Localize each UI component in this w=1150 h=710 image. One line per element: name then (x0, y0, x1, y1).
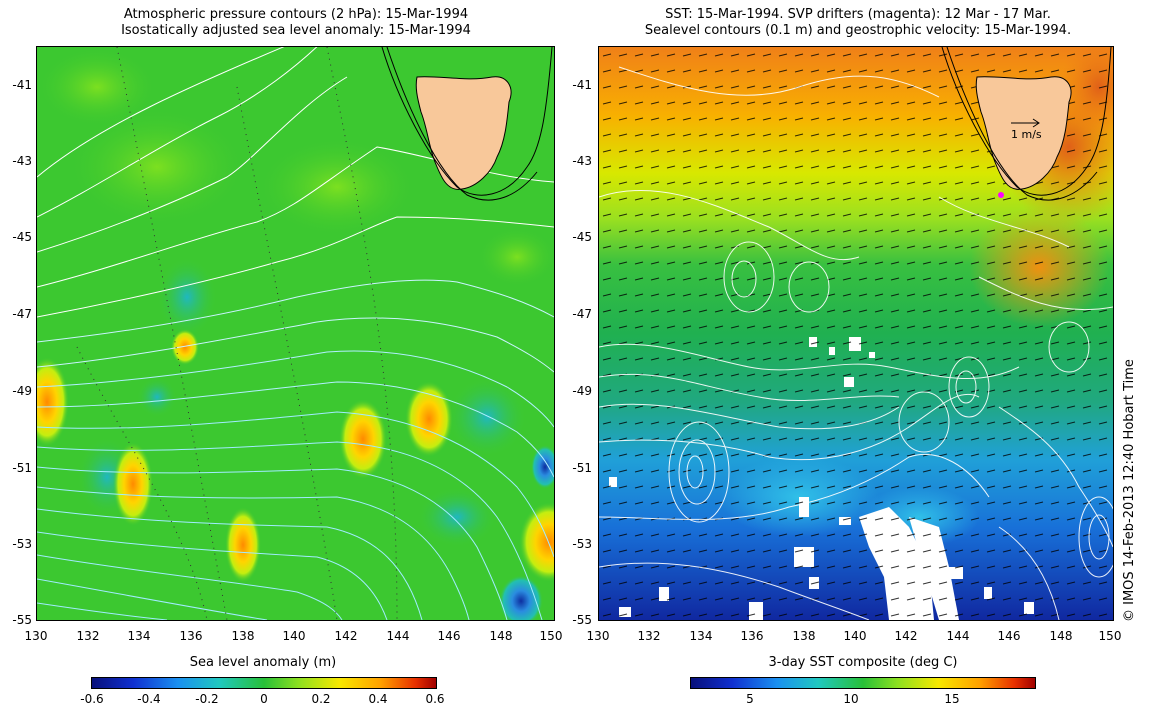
pressure-contours (37, 47, 554, 620)
lat-label: -51 (572, 461, 592, 475)
lon-label: 138 (792, 629, 816, 643)
colorbar-tick: 0 (260, 692, 268, 706)
colorbar-tick: 10 (843, 692, 859, 706)
lon-label: 130 (24, 629, 48, 643)
scale-arrow (1011, 118, 1040, 128)
lon-label: 150 (539, 629, 563, 643)
lat-label: -49 (12, 384, 32, 398)
lat-label: -53 (12, 537, 32, 551)
tasmania-landmass (975, 76, 1072, 190)
lat-label: -43 (12, 154, 32, 168)
colorbar-tick: -0.6 (80, 692, 104, 706)
coastline-contour (941, 47, 1112, 196)
lon-label: 136 (179, 629, 203, 643)
lon-label: 148 (489, 629, 513, 643)
lat-label: -49 (572, 384, 592, 398)
lat-label: -55 (572, 613, 592, 627)
coastline-contour (381, 47, 553, 196)
lon-label: 148 (1049, 629, 1073, 643)
scale-label: 1 m/s (1011, 128, 1042, 141)
lat-label: -45 (572, 230, 592, 244)
lon-label: 140 (282, 629, 306, 643)
sst-map: 1 m/s (598, 46, 1114, 621)
sea-level-colorbar (91, 677, 437, 689)
lat-label: -43 (572, 154, 592, 168)
lon-label: 146 (997, 629, 1021, 643)
lat-label: -41 (12, 78, 32, 92)
lat-label: -55 (12, 613, 32, 627)
lon-label: 146 (437, 629, 461, 643)
left-title-line1: Atmospheric pressure contours (2 hPa): 1… (123, 7, 469, 22)
right-title-line2: Sealevel contours (0.1 m) and geostrophi… (644, 23, 1072, 38)
lon-label: 144 (946, 629, 970, 643)
lon-label: 142 (334, 629, 358, 643)
lon-label: 130 (586, 629, 610, 643)
lon-label: 134 (127, 629, 151, 643)
lon-label: 138 (231, 629, 255, 643)
lat-label: -45 (12, 230, 32, 244)
colorbar-tick: 0.4 (368, 692, 388, 706)
lat-label: -47 (572, 307, 592, 321)
imos-credit: © IMOS 14-Feb-2013 12:40 Hobart Time (1122, 359, 1137, 622)
lon-label: 142 (894, 629, 918, 643)
sst-colorbar (690, 677, 1036, 689)
colorbar-tick: 0.2 (311, 692, 331, 706)
right-title: SST: 15-Mar-1994. SVP drifters (magenta)… (598, 7, 1118, 39)
right-colorbar-title: 3-day SST composite (deg C) (768, 655, 958, 670)
left-title-line2: Isostatically adjusted sea level anomaly… (121, 23, 471, 38)
svp-drifter (998, 192, 1004, 198)
lon-label: 144 (386, 629, 410, 643)
left-colorbar-title: Sea level anomaly (m) (189, 655, 337, 670)
lon-label: 150 (1098, 629, 1122, 643)
lon-label: 132 (76, 629, 100, 643)
sealevel-contours (599, 66, 1113, 620)
drifter-tracks (76, 47, 398, 620)
lon-label: 136 (740, 629, 764, 643)
sea-level-anomaly-map (36, 46, 555, 621)
lat-label: -41 (572, 78, 592, 92)
colorbar-tick: -0.4 (137, 692, 161, 706)
colorbar-tick: 0.6 (425, 692, 445, 706)
tasmania-landmass (415, 76, 512, 190)
lon-label: 140 (843, 629, 867, 643)
colorbar-tick: 15 (944, 692, 960, 706)
lon-label: 134 (689, 629, 713, 643)
lat-label: -53 (572, 537, 592, 551)
lon-label: 132 (637, 629, 661, 643)
colorbar-tick: 5 (746, 692, 754, 706)
left-title: Atmospheric pressure contours (2 hPa): 1… (36, 7, 556, 39)
colorbar-tick: -0.2 (195, 692, 219, 706)
right-title-line1: SST: 15-Mar-1994. SVP drifters (magenta)… (665, 7, 1051, 22)
lat-label: -47 (12, 307, 32, 321)
lat-label: -51 (12, 461, 32, 475)
